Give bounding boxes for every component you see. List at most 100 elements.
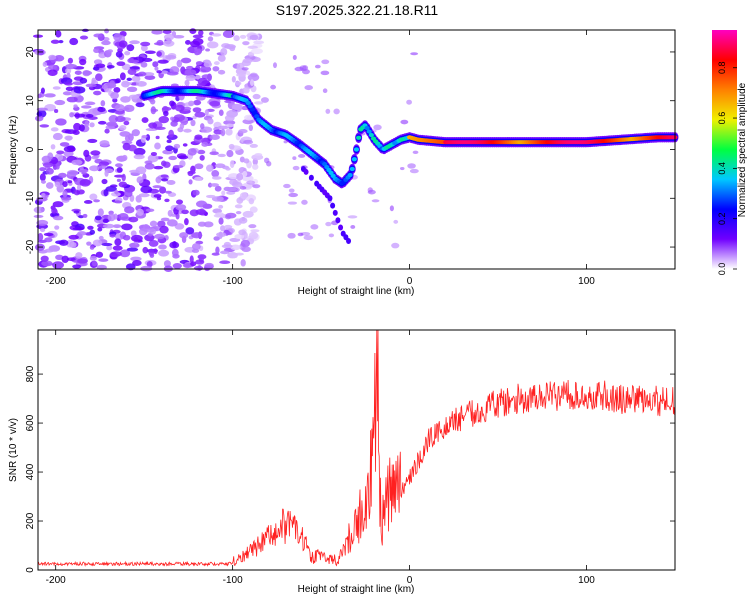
heatmap-noise-blob	[231, 103, 243, 111]
heatmap-noise-blob	[62, 91, 73, 96]
heatmap-noise-blob	[175, 204, 187, 211]
heatmap-noise-blob	[159, 70, 169, 75]
heatmap-noise-blob	[90, 150, 101, 156]
heatmap-noise-blob	[178, 155, 189, 160]
heatmap-noise-blob	[179, 232, 189, 239]
heatmap-noise-blob	[189, 28, 197, 35]
heatmap-noise-blob	[140, 41, 151, 47]
heatmap-noise-blob	[52, 215, 64, 221]
heatmap-noise-blob	[79, 35, 89, 40]
heatmap-noise-blob	[288, 192, 299, 198]
heatmap-noise-blob	[248, 198, 255, 205]
heatmap-noise-blob	[149, 253, 155, 258]
heatmap-noise-blob	[400, 119, 409, 125]
heatmap-noise-blob	[230, 244, 241, 251]
heatmap-noise-blob	[98, 161, 110, 167]
heatmap-noise-blob	[153, 42, 165, 46]
heatmap-noise-blob	[73, 210, 80, 214]
heatmap-noise-blob	[253, 101, 264, 105]
heatmap-noise-blob	[248, 231, 259, 240]
heatmap-noise-blob	[135, 81, 147, 87]
heatmap-noise-blob	[172, 241, 177, 248]
heatmap-secondary-track	[332, 209, 338, 216]
heatmap-noise-blob	[116, 61, 126, 67]
heatmap-noise-blob	[153, 248, 158, 255]
heatmap-noise-blob	[83, 149, 90, 158]
heatmap-noise-blob	[239, 192, 248, 200]
heatmap-noise-blob	[373, 124, 382, 131]
heatmap-noise-blob	[144, 75, 156, 80]
heatmap-noise-blob	[154, 126, 166, 131]
heatmap-noise-blob	[191, 232, 203, 239]
heatmap-noise-blob	[115, 109, 125, 115]
snr-x-tick-label: -200	[46, 575, 66, 586]
heatmap-noise-blob	[150, 151, 157, 156]
heatmap-noise-blob	[209, 151, 219, 156]
heatmap-x-tick-label: -100	[223, 276, 243, 287]
heatmap-noise-blob	[105, 122, 118, 127]
heatmap-noise-blob	[83, 200, 93, 204]
heatmap-track-core	[364, 125, 370, 131]
heatmap-noise-blob	[82, 213, 88, 218]
heatmap-noise-blob	[214, 185, 222, 192]
heatmap-noise-blob	[166, 179, 176, 185]
heatmap-noise-blob	[166, 139, 172, 144]
heatmap-noise-blob	[301, 199, 308, 205]
heatmap-noise-blob	[113, 33, 122, 41]
heatmap-noise-blob	[97, 208, 104, 217]
heatmap-noise-blob	[292, 55, 297, 60]
heatmap-noise-blob	[85, 114, 94, 118]
heatmap-noise-blob	[197, 149, 206, 155]
heatmap-noise-blob	[127, 144, 137, 152]
heatmap-noise-blob	[89, 193, 98, 201]
heatmap-noise-blob	[73, 113, 86, 118]
heatmap-noise-blob	[218, 217, 224, 225]
heatmap-noise-blob	[131, 129, 140, 137]
heatmap-noise-blob	[160, 217, 170, 222]
heatmap-noise-blob	[207, 36, 214, 42]
heatmap-noise-blob	[200, 65, 212, 73]
heatmap-noise-blob	[163, 33, 175, 41]
heatmap-noise-blob	[228, 143, 235, 150]
heatmap-noise-blob	[142, 246, 149, 254]
heatmap-noise-blob	[69, 37, 79, 46]
heatmap-noise-blob	[88, 108, 100, 117]
heatmap-noise-blob	[160, 160, 167, 167]
heatmap-noise-blob	[196, 83, 206, 87]
heatmap-noise-blob	[74, 70, 82, 75]
heatmap-noise-blob	[157, 59, 169, 64]
heatmap-noise-blob	[155, 176, 162, 184]
heatmap-noise-blob	[206, 41, 219, 49]
heatmap-noise-blob	[73, 86, 86, 94]
heatmap-noise-blob	[41, 260, 53, 267]
heatmap-secondary-track	[330, 202, 336, 209]
heatmap-noise-blob	[333, 108, 340, 115]
heatmap-noise-blob	[79, 58, 87, 66]
heatmap-noise-blob	[217, 153, 226, 158]
heatmap-noise-blob	[246, 180, 256, 185]
heatmap-noise-blob	[44, 237, 53, 243]
snr-ticks: -200 -100 0 100 0 200 400 600 800	[25, 330, 675, 586]
heatmap-noise-blob	[59, 142, 70, 147]
heatmap-noise-blob	[216, 232, 227, 238]
heatmap-noise-blob	[242, 210, 254, 218]
heatmap-noise-blob	[155, 135, 160, 140]
heatmap-noise-blob	[39, 167, 46, 172]
heatmap-frame	[37, 29, 676, 270]
heatmap-noise-blob	[93, 199, 100, 203]
heatmap-noise-blob	[65, 86, 74, 91]
heatmap-noise-blob	[70, 242, 77, 248]
heatmap-noise-blob	[95, 73, 103, 81]
heatmap-noise-blob	[170, 116, 175, 121]
heatmap-noise-blob	[130, 230, 137, 237]
heatmap-noise-blob	[215, 246, 220, 255]
heatmap-noise-blob	[92, 239, 103, 247]
heatmap-noise-blob	[325, 108, 331, 114]
heatmap-noise-blob	[80, 105, 92, 109]
heatmap-noise-blob	[226, 187, 238, 192]
heatmap-noise-blob	[113, 86, 121, 93]
heatmap-noise-blob	[154, 142, 161, 150]
heatmap-noise-blob	[148, 122, 158, 129]
heatmap-x-tick-label: -200	[46, 276, 66, 287]
heatmap-noise-blob	[153, 165, 164, 170]
